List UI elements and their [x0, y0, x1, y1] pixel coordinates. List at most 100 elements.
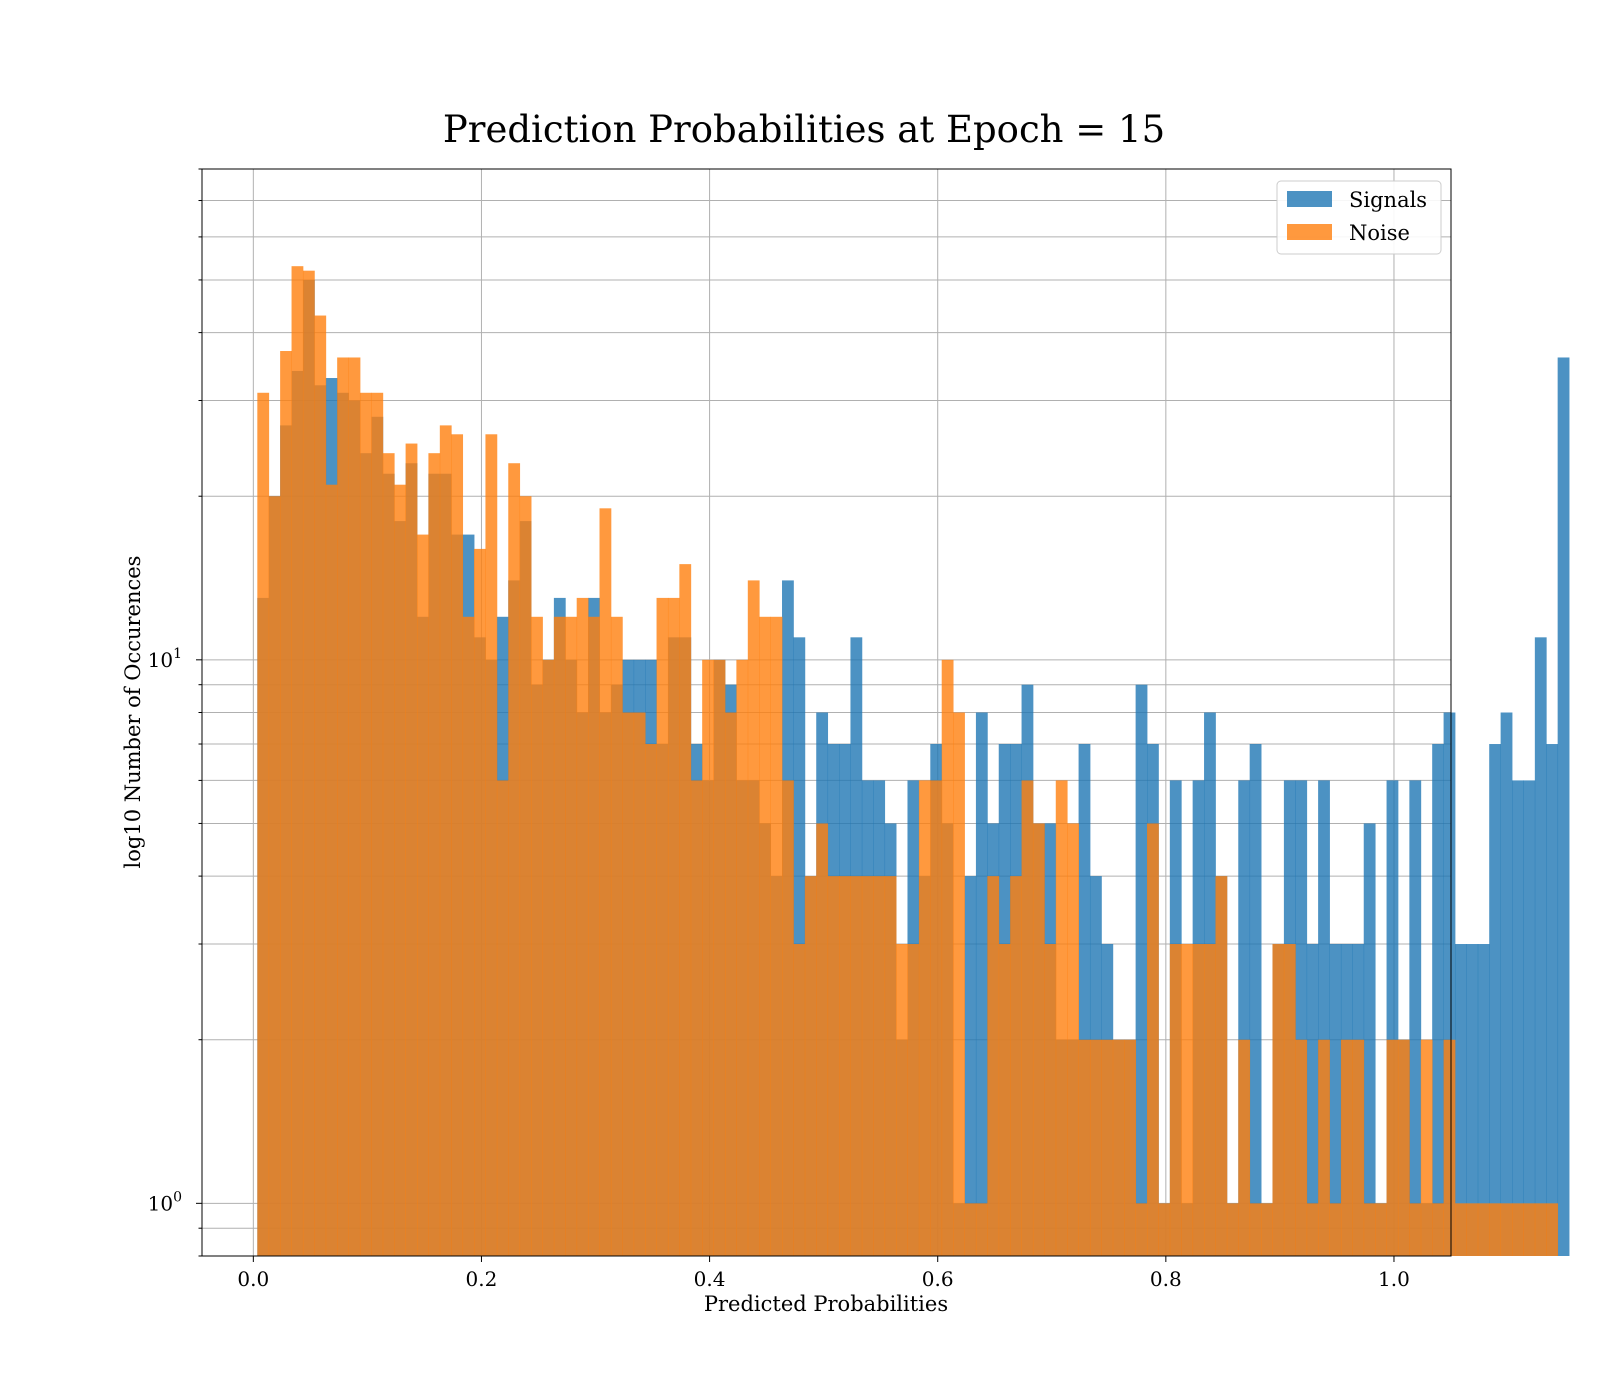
bar-noise [371, 392, 384, 1257]
bar-noise [1181, 944, 1194, 1256]
bar-signals [1078, 744, 1091, 1256]
bar-signals [1489, 744, 1502, 1256]
bar-noise [1375, 1203, 1387, 1256]
bar-noise [1101, 1039, 1114, 1256]
bar-noise [474, 548, 486, 1256]
x-tick-label: 0.6 [922, 1267, 954, 1291]
bar-noise [1363, 1203, 1376, 1256]
bar-signals [1249, 744, 1262, 1256]
bar-noise [610, 616, 623, 1256]
bar-noise [804, 876, 817, 1256]
y-tick-label: 101 [148, 646, 182, 672]
bar-noise [633, 712, 646, 1256]
chart-title: Prediction Probabilities at Epoch = 15 [443, 108, 1165, 151]
bar-noise [405, 443, 418, 1256]
bar-noise [462, 616, 475, 1256]
bar-signals [1443, 712, 1456, 1256]
bar-noise [645, 744, 657, 1256]
bar-signals [1534, 637, 1547, 1256]
bar-noise [1078, 1039, 1091, 1256]
bar-noise [1192, 944, 1205, 1256]
bar-noise [565, 616, 578, 1256]
bar-noise [1466, 1203, 1479, 1256]
bar-noise [1204, 944, 1216, 1256]
bar-noise [337, 357, 349, 1256]
bar-noise [873, 876, 886, 1256]
legend-label-noise: Noise [1349, 221, 1410, 245]
bar-noise [1283, 944, 1296, 1256]
bar-noise [690, 780, 703, 1256]
bar-noise [1135, 1203, 1148, 1256]
bar-signals [1432, 744, 1444, 1256]
bar-noise [770, 616, 783, 1256]
bar-signals [1306, 944, 1319, 1256]
bar-signals [1386, 780, 1399, 1256]
bar-noise [314, 315, 327, 1256]
bar-noise [622, 712, 635, 1256]
bar-noise [679, 564, 692, 1256]
bar-noise [998, 944, 1011, 1256]
bar-signals [964, 876, 977, 1256]
bar-noise [839, 876, 851, 1256]
bar-noise [1454, 1203, 1467, 1256]
legend-label-signals: Signals [1349, 188, 1427, 212]
x-axis-label: Predicted Probabilities [704, 1292, 948, 1316]
bar-noise [439, 425, 452, 1257]
bar-noise [861, 876, 874, 1256]
bar-noise [280, 351, 292, 1256]
bar-signals [1318, 780, 1330, 1256]
bar-noise [1147, 823, 1159, 1256]
bar-noise [1489, 1203, 1502, 1256]
bar-noise [553, 616, 566, 1256]
bar-noise [1055, 780, 1068, 1256]
x-axis-ticks: 0.0 0.2 0.4 0.6 0.8 1.0 [237, 1256, 1410, 1291]
bar-noise [1226, 1203, 1239, 1256]
bar-noise [257, 392, 270, 1257]
bar-noise [1386, 1039, 1399, 1256]
bar-noise [713, 659, 726, 1256]
bar-noise [1124, 1039, 1137, 1256]
bar-signals [1454, 944, 1467, 1256]
bar-noise [816, 823, 829, 1256]
bar-noise [451, 434, 464, 1256]
x-tick-label: 0.8 [1150, 1267, 1182, 1291]
x-tick-label: 0.0 [237, 1267, 269, 1291]
bar-signals [1135, 684, 1148, 1256]
bar-noise [702, 659, 714, 1256]
legend-swatch-signals [1287, 191, 1332, 207]
bar-noise [531, 616, 543, 1256]
bar-noise [793, 944, 806, 1256]
bar-signals [1363, 823, 1376, 1256]
bar-noise [1523, 1203, 1536, 1256]
bar-signals [1295, 780, 1308, 1256]
bar-noise [953, 712, 965, 1256]
bar-noise [1261, 1203, 1273, 1256]
bar-noise [724, 712, 737, 1256]
bar-noise [1021, 780, 1034, 1256]
bar-noise [667, 597, 680, 1256]
bar-noise [302, 270, 315, 1256]
bar-noise [1306, 1203, 1319, 1256]
bar-noise [576, 597, 589, 1256]
bar-noise [736, 659, 749, 1256]
bar-signals [975, 712, 988, 1256]
bar-noise [519, 496, 532, 1256]
bar-noise [896, 944, 908, 1256]
bar-signals [1238, 780, 1251, 1256]
bar-noise [656, 597, 669, 1256]
bar-signals [1466, 944, 1479, 1256]
bar-noise [907, 944, 920, 1256]
bar-signals [1409, 780, 1422, 1256]
bar-noise [1032, 823, 1045, 1256]
bar-noise [987, 876, 1000, 1256]
bar-noise [1089, 1039, 1102, 1256]
bar-noise [827, 876, 840, 1256]
bar-noise [1534, 1203, 1547, 1256]
bar-noise [1352, 1039, 1365, 1256]
bar-noise [1329, 1203, 1342, 1256]
bar-noise [508, 463, 521, 1256]
bar-signals [1512, 780, 1524, 1256]
bar-noise [884, 876, 897, 1256]
bar-signals [1500, 712, 1513, 1256]
